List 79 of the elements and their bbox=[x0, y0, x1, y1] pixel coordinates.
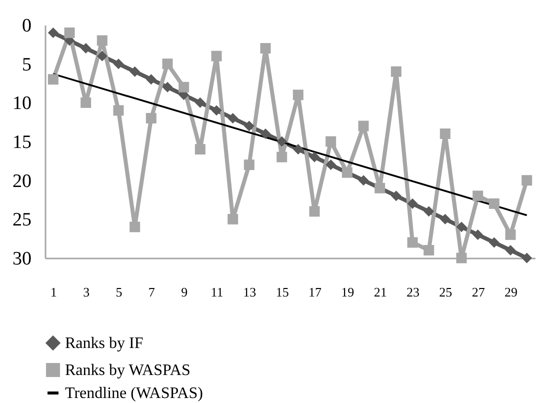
x-tick-label: 1 bbox=[50, 284, 57, 300]
point bbox=[211, 105, 222, 116]
x-tick-label: 11 bbox=[210, 284, 224, 300]
point bbox=[130, 66, 140, 77]
point bbox=[326, 160, 336, 170]
point bbox=[260, 43, 271, 54]
point bbox=[292, 144, 304, 155]
point bbox=[505, 229, 516, 240]
point bbox=[292, 90, 304, 100]
point bbox=[178, 82, 190, 92]
point bbox=[211, 50, 222, 62]
y-tick-label: 30 bbox=[12, 248, 32, 270]
point bbox=[424, 244, 434, 256]
point bbox=[244, 160, 254, 170]
point bbox=[48, 74, 58, 85]
point bbox=[326, 136, 336, 147]
point bbox=[472, 190, 484, 202]
point bbox=[244, 120, 254, 132]
x-tick-label: 27 bbox=[472, 284, 486, 300]
point bbox=[522, 252, 532, 264]
point bbox=[390, 190, 402, 202]
point bbox=[260, 128, 271, 139]
point bbox=[309, 152, 320, 162]
y-tick-label: 25 bbox=[12, 210, 32, 231]
y-tick-label: 5 bbox=[22, 54, 32, 76]
x-tick-label: 5 bbox=[116, 284, 122, 300]
point bbox=[440, 128, 450, 139]
point bbox=[424, 206, 434, 217]
point bbox=[390, 66, 402, 77]
x-tick-label: 23 bbox=[406, 284, 420, 300]
point bbox=[228, 112, 238, 124]
x-tick-label: 19 bbox=[341, 284, 354, 300]
x-tick-label: 3 bbox=[83, 284, 90, 300]
point bbox=[48, 28, 58, 38]
y-tick-label: 0 bbox=[22, 16, 32, 36]
point bbox=[505, 244, 516, 256]
point bbox=[456, 252, 467, 264]
point bbox=[488, 198, 500, 209]
point bbox=[96, 50, 108, 62]
y-tick-label: 15 bbox=[12, 132, 32, 153]
x-tick-label: 29 bbox=[504, 284, 518, 300]
point bbox=[80, 43, 92, 54]
x-tick-label: 17 bbox=[308, 284, 322, 300]
point bbox=[146, 112, 156, 124]
y-tick-label: 10 bbox=[12, 93, 32, 114]
point bbox=[194, 144, 206, 155]
x-tick-label: 21 bbox=[374, 284, 387, 300]
legend-label: Trendline (WASPAS) bbox=[65, 385, 203, 402]
point bbox=[358, 175, 369, 186]
point bbox=[522, 175, 532, 186]
point bbox=[358, 120, 369, 132]
legend-label: Ranks by IF bbox=[65, 335, 144, 352]
x-tick-label: 9 bbox=[181, 284, 188, 300]
point bbox=[407, 237, 418, 248]
point bbox=[146, 74, 156, 85]
point bbox=[276, 136, 288, 147]
point bbox=[488, 237, 500, 248]
x-tick-label: 13 bbox=[243, 284, 256, 300]
legend-label: Ranks by WASPAS bbox=[65, 362, 190, 379]
y-tick-label: 20 bbox=[12, 170, 32, 192]
point bbox=[162, 82, 173, 92]
point bbox=[130, 222, 140, 232]
x-tick-label: 25 bbox=[439, 284, 452, 300]
point bbox=[162, 58, 173, 70]
point bbox=[276, 152, 288, 162]
point bbox=[194, 97, 206, 108]
point bbox=[228, 214, 238, 224]
point bbox=[96, 35, 108, 46]
point bbox=[113, 105, 124, 116]
x-tick-label: 7 bbox=[148, 284, 156, 300]
point bbox=[407, 198, 418, 209]
point bbox=[456, 222, 467, 232]
point bbox=[309, 206, 320, 217]
point bbox=[80, 97, 92, 108]
x-tick-label: 15 bbox=[276, 284, 289, 300]
point bbox=[440, 214, 450, 224]
point bbox=[472, 229, 484, 240]
point bbox=[113, 58, 124, 70]
point bbox=[64, 28, 75, 38]
